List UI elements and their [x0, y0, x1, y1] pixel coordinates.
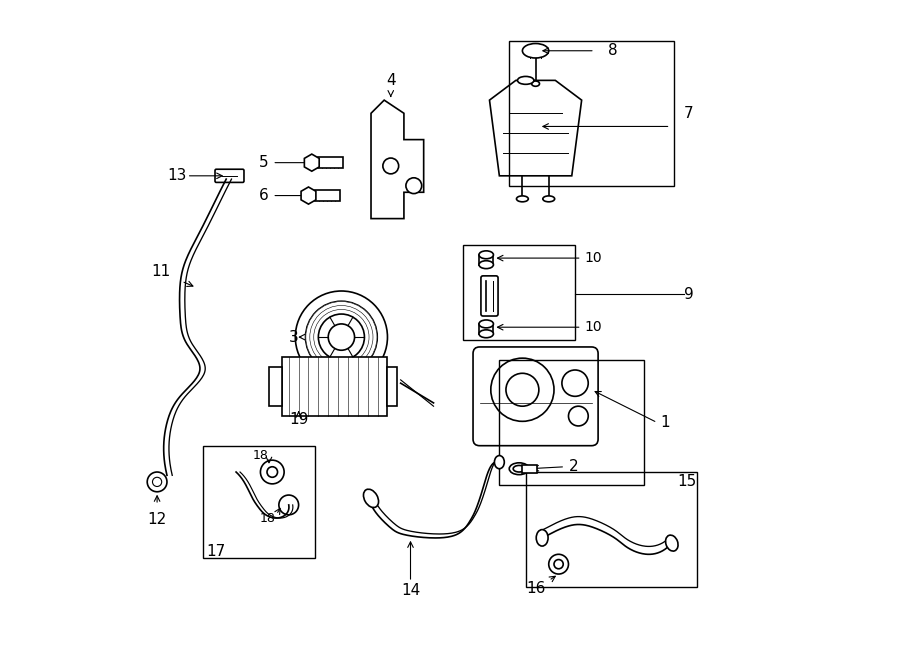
Bar	[319, 157, 344, 168]
Circle shape	[328, 324, 355, 350]
Bar	[479, 324, 493, 334]
Circle shape	[491, 358, 554, 421]
Ellipse shape	[518, 77, 534, 85]
Bar	[388, 367, 397, 407]
Text: 12: 12	[148, 512, 166, 527]
Bar	[464, 245, 575, 340]
Text: 19: 19	[289, 412, 309, 427]
Ellipse shape	[479, 330, 493, 338]
Ellipse shape	[364, 489, 379, 508]
FancyBboxPatch shape	[473, 347, 598, 446]
Text: 4: 4	[386, 73, 396, 88]
Circle shape	[562, 370, 589, 397]
Text: 17: 17	[206, 543, 226, 559]
Circle shape	[506, 373, 539, 407]
Circle shape	[267, 467, 277, 477]
Circle shape	[406, 178, 422, 194]
Bar	[283, 357, 388, 416]
Text: 15: 15	[677, 475, 697, 489]
Ellipse shape	[522, 44, 549, 58]
Text: 16: 16	[526, 581, 545, 596]
Bar	[522, 465, 537, 473]
Circle shape	[152, 477, 162, 486]
Text: 9: 9	[684, 287, 693, 302]
Ellipse shape	[509, 463, 529, 475]
Ellipse shape	[517, 196, 528, 202]
Ellipse shape	[666, 535, 678, 551]
Text: 6: 6	[259, 188, 269, 203]
Circle shape	[319, 314, 364, 360]
Ellipse shape	[536, 529, 548, 546]
Circle shape	[148, 472, 167, 492]
Text: 18: 18	[253, 449, 269, 462]
Text: 3: 3	[289, 330, 299, 344]
Ellipse shape	[494, 455, 504, 469]
Circle shape	[554, 560, 563, 568]
Bar	[269, 367, 283, 407]
Ellipse shape	[513, 465, 525, 472]
Polygon shape	[371, 100, 424, 219]
Text: 1: 1	[661, 415, 670, 430]
Text: 2: 2	[569, 459, 578, 474]
Ellipse shape	[543, 196, 554, 202]
Circle shape	[382, 158, 399, 174]
Circle shape	[295, 291, 388, 383]
Text: 5: 5	[259, 155, 269, 170]
Text: 14: 14	[400, 583, 420, 598]
Bar	[500, 360, 644, 485]
Polygon shape	[490, 81, 581, 176]
Text: 13: 13	[167, 169, 186, 183]
Bar	[509, 41, 674, 186]
Text: 10: 10	[585, 320, 603, 334]
Circle shape	[260, 460, 284, 484]
FancyBboxPatch shape	[481, 276, 498, 316]
Ellipse shape	[479, 260, 493, 268]
Circle shape	[279, 495, 299, 515]
Bar	[315, 190, 340, 201]
Ellipse shape	[479, 251, 493, 258]
Circle shape	[549, 555, 569, 574]
Bar	[479, 254, 493, 264]
Ellipse shape	[532, 81, 539, 87]
Text: 7: 7	[684, 106, 693, 121]
Bar	[203, 446, 315, 558]
Ellipse shape	[479, 320, 493, 328]
Bar	[526, 472, 697, 587]
Text: 10: 10	[585, 251, 603, 265]
Circle shape	[569, 407, 589, 426]
Circle shape	[305, 301, 378, 373]
Text: 11: 11	[151, 264, 170, 279]
FancyBboxPatch shape	[215, 169, 244, 182]
Text: 8: 8	[608, 43, 617, 58]
Text: 18: 18	[260, 512, 275, 525]
